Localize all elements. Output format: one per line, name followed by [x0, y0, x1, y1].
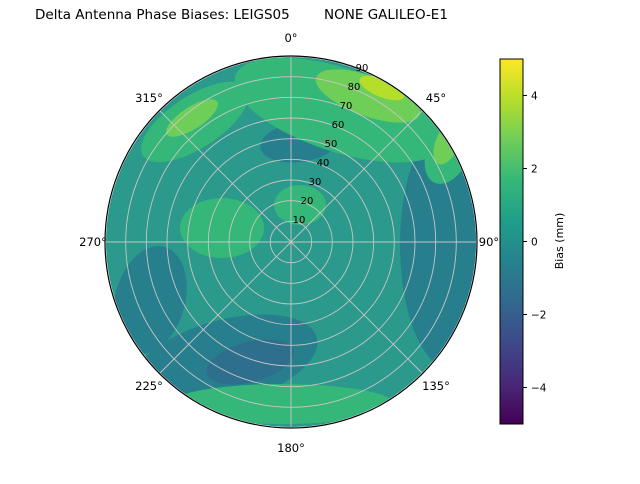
angular-tick-label: 315° [135, 91, 163, 105]
radial-tick-label: 50 [325, 139, 338, 150]
colorbar-tick-label: 2 [531, 164, 538, 176]
contour-blob [234, 57, 446, 163]
polar-grid-spoke [159, 110, 292, 243]
polar-plot-border [104, 55, 478, 429]
colorbar: 4 2 0 −2 −4 Bias (mm) [499, 58, 566, 425]
colorbar-gradient [500, 59, 523, 424]
polar-grid [105, 56, 477, 428]
radial-tick-label: 90 [356, 63, 369, 74]
chart-title: Delta Antenna Phase Biases: LEIGS05 NONE… [35, 7, 448, 23]
contour-blob [113, 246, 187, 354]
contour-blob [170, 384, 394, 424]
angular-tick-label: 0° [284, 31, 297, 45]
angular-tick-label: 270° [79, 235, 107, 249]
angular-tick-label: 135° [422, 379, 450, 393]
radial-tick-label: 70 [340, 101, 353, 112]
radial-tick-label: 40 [317, 158, 330, 169]
colorbar-tick-label: 4 [531, 91, 538, 103]
radial-tick-label: 10 [293, 215, 306, 226]
radial-tick-label: 60 [332, 120, 345, 131]
polar-grid-spoke [290, 110, 423, 243]
contour-blob [180, 198, 264, 258]
contour-blob [166, 99, 218, 137]
radial-tick-label: 80 [348, 82, 361, 93]
angular-tick-label: 180° [277, 441, 305, 455]
angular-tick-label: 225° [135, 379, 163, 393]
colorbar-ticks [523, 95, 527, 388]
angular-tick-label: 45° [426, 91, 446, 105]
contour-blob [359, 75, 405, 101]
colorbar-tick-label: −4 [531, 383, 547, 395]
colorbar-tick-label: −2 [531, 310, 546, 322]
contour-blob [206, 339, 294, 385]
colorbar-tick-label: 0 [531, 237, 538, 249]
radial-tick-label: 20 [301, 196, 314, 207]
contour-blob [400, 120, 476, 370]
polar-grid-spoke [290, 241, 423, 374]
angular-tick-label: 90° [479, 235, 499, 249]
polar-grid-spoke [159, 241, 292, 374]
colorbar-label: Bias (mm) [553, 213, 566, 270]
contour-blob [274, 185, 326, 225]
radial-tick-label: 30 [309, 177, 322, 188]
